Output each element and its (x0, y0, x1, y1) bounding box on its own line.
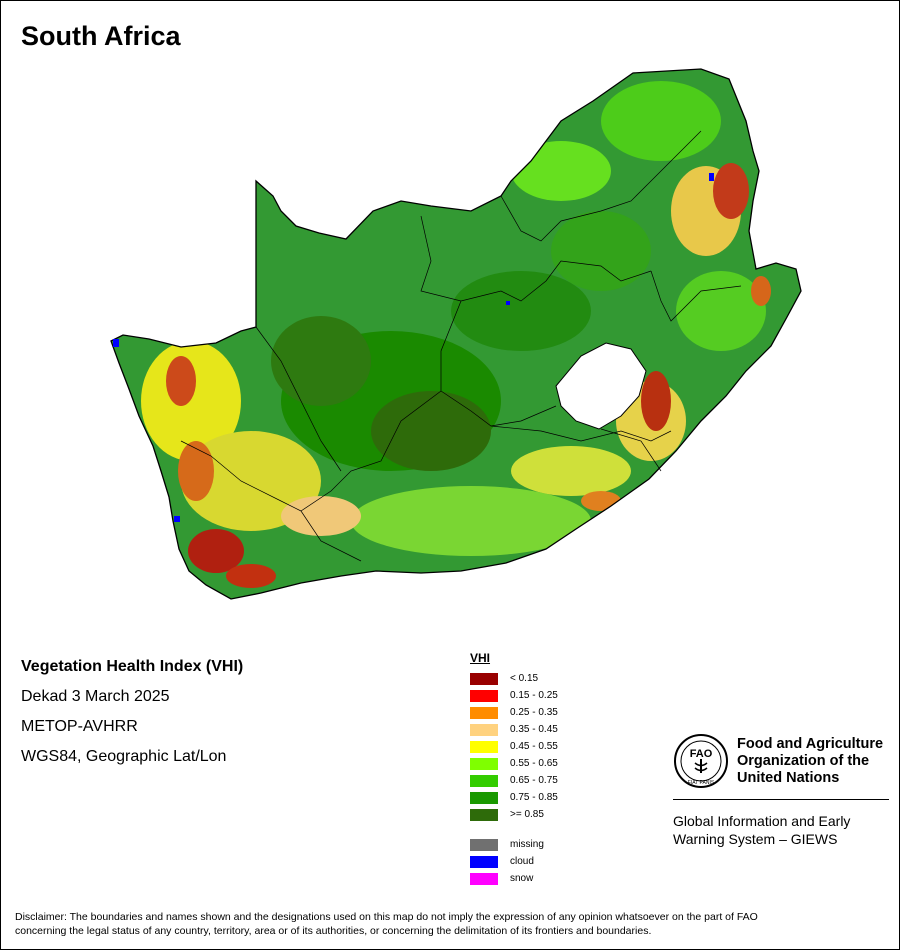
fao-name-line1: Food and Agriculture (737, 735, 884, 752)
legend-item: 0.45 - 0.55 (470, 738, 558, 755)
vhi-legend: VHI < 0.15 0.15 - 0.25 0.25 - 0.35 0.35 - 0… (470, 651, 558, 887)
legend-label: 0.15 - 0.25 (510, 690, 558, 701)
legend-swatch (470, 872, 498, 885)
legend-item: 0.55 - 0.65 (470, 755, 558, 772)
legend-label: 0.35 - 0.45 (510, 724, 558, 735)
period-label: Dekad 3 March 2025 (21, 688, 170, 705)
fao-name-line2: Organization of the (737, 752, 870, 769)
legend-swatch (470, 757, 498, 770)
projection-label: WGS84, Geographic Lat/Lon (21, 748, 227, 765)
fao-name-line3: United Nations (737, 769, 840, 786)
fao-logo-icon: FAO FIAT PANIS (674, 734, 728, 788)
legend-label: 0.55 - 0.65 (510, 758, 558, 769)
legend-swatch (470, 774, 498, 787)
giews-line1: Global Information and Early (673, 813, 851, 829)
legend-item: >= 0.85 (470, 806, 558, 823)
legend-item: 0.35 - 0.45 (470, 721, 558, 738)
product-name: Vegetation Health Index (VHI) (21, 658, 244, 675)
fao-motto-text: FIAT PANIS (688, 780, 715, 786)
legend-label: 0.75 - 0.85 (510, 792, 558, 803)
sensor-label: METOP-AVHRR (21, 718, 138, 735)
legend-item: snow (470, 870, 558, 887)
map-info: Vegetation Health Index (VHI) Dekad 3 Ma… (21, 656, 243, 776)
legend-swatch (470, 791, 498, 804)
legend-swatch (470, 689, 498, 702)
legend-item: 0.65 - 0.75 (470, 772, 558, 789)
disclaimer-line2: concerning the legal status of any count… (15, 925, 652, 937)
legend-classes: < 0.15 0.15 - 0.25 0.25 - 0.35 0.35 - 0.45 0… (470, 670, 558, 823)
map-title: South Africa (21, 21, 181, 51)
legend-item: missing (470, 836, 558, 853)
legend-item: < 0.15 (470, 670, 558, 687)
province-boundaries (180, 130, 742, 562)
legend-swatch (470, 723, 498, 736)
legend-item: cloud (470, 853, 558, 870)
legend-label: snow (510, 873, 534, 884)
legend-label: 0.65 - 0.75 (510, 775, 558, 786)
legend-special: missing cloud snow (470, 836, 558, 887)
legend-label: missing (510, 839, 544, 850)
fao-name: Food and Agriculture Organization of the… (737, 736, 883, 787)
legend-label: cloud (510, 856, 534, 867)
legend-label: 0.25 - 0.35 (510, 707, 558, 718)
fao-logo-text: FAO (690, 748, 713, 760)
legend-label: < 0.15 (510, 673, 539, 684)
vhi-map (110, 68, 802, 600)
fao-branding: FAO FIAT PANIS Food and Agriculture Orga… (673, 733, 889, 848)
legend-label: >= 0.85 (510, 809, 544, 820)
legend-swatch (470, 808, 498, 821)
legend-item: 0.25 - 0.35 (470, 704, 558, 721)
disclaimer: Disclaimer: The boundaries and names sho… (15, 910, 895, 938)
legend-swatch (470, 838, 498, 851)
legend-label: 0.45 - 0.55 (510, 741, 558, 752)
legend-item: 0.75 - 0.85 (470, 789, 558, 806)
legend-swatch (470, 706, 498, 719)
legend-title: VHI (470, 651, 491, 665)
legend-item: 0.15 - 0.25 (470, 687, 558, 704)
giews-line2: Warning System – GIEWS (673, 831, 838, 847)
giews-label: Global Information and Early Warning Sys… (673, 812, 889, 848)
legend-swatch (470, 855, 498, 868)
legend-swatch (470, 672, 498, 685)
legend-swatch (470, 740, 498, 753)
disclaimer-line1: Disclaimer: The boundaries and names sho… (15, 911, 758, 923)
divider (673, 799, 889, 800)
lesotho-enclave (555, 342, 647, 430)
